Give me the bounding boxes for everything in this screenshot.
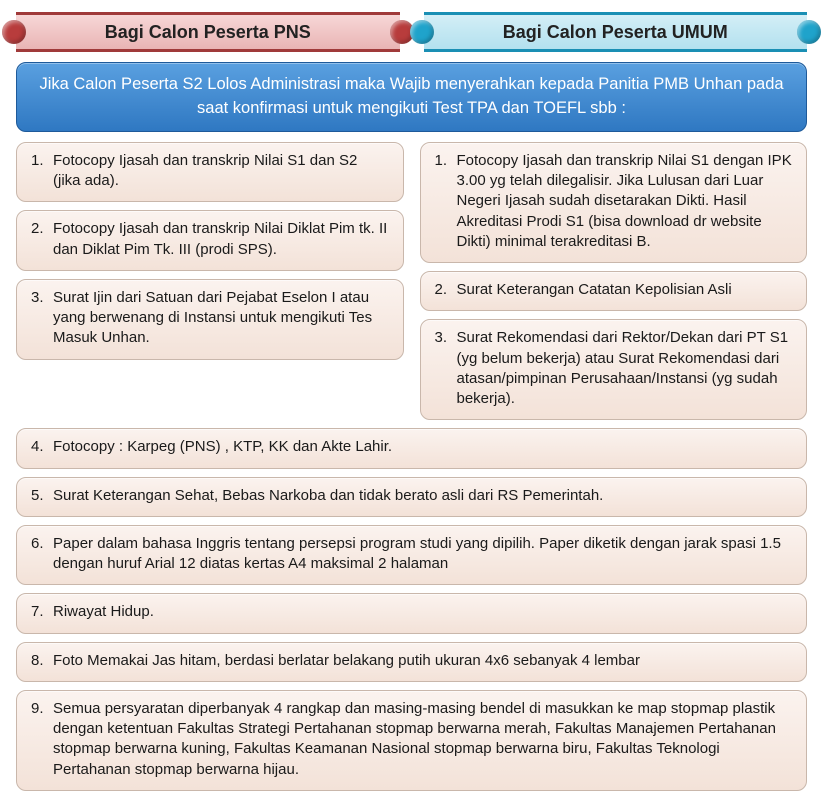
list-item: 7.Riwayat Hidup. bbox=[31, 602, 792, 622]
list-item: 2.Fotocopy Ijasah dan transkrip Nilai Di… bbox=[31, 219, 389, 260]
item-text: Paper dalam bahasa Inggris tentang perse… bbox=[53, 534, 792, 575]
col-umum: 1.Fotocopy Ijasah dan transkrip Nilai S1… bbox=[420, 142, 808, 421]
list-item: 3.Surat Rekomendasi dari Rektor/Dekan da… bbox=[435, 328, 793, 409]
list-item: 1.Fotocopy Ijasah dan transkrip Nilai S1… bbox=[435, 151, 793, 252]
item-number: 3. bbox=[31, 288, 53, 349]
list-box: 3.Surat Ijin dari Satuan dari Pejabat Es… bbox=[16, 279, 404, 360]
list-box: 7.Riwayat Hidup. bbox=[16, 593, 807, 633]
list-box: 5.Surat Keterangan Sehat, Bebas Narkoba … bbox=[16, 477, 807, 517]
header-umum: Bagi Calon Peserta UMUM bbox=[424, 12, 808, 52]
item-text: Fotocopy Ijasah dan transkrip Nilai S1 d… bbox=[457, 151, 793, 252]
intro-banner: Jika Calon Peserta S2 Lolos Administrasi… bbox=[16, 62, 807, 132]
item-text: Riwayat Hidup. bbox=[53, 602, 792, 622]
list-box: 9.Semua persyaratan diperbanyak 4 rangka… bbox=[16, 690, 807, 791]
item-number: 4. bbox=[31, 437, 53, 457]
item-text: Surat Keterangan Sehat, Bebas Narkoba da… bbox=[53, 486, 792, 506]
header-pns: Bagi Calon Peserta PNS bbox=[16, 12, 400, 52]
header-umum-label: Bagi Calon Peserta UMUM bbox=[503, 22, 728, 43]
list-box: 8.Foto Memakai Jas hitam, berdasi berlat… bbox=[16, 642, 807, 682]
item-text: Fotocopy : Karpeg (PNS) , KTP, KK dan Ak… bbox=[53, 437, 792, 457]
item-number: 8. bbox=[31, 651, 53, 671]
columns: 1.Fotocopy Ijasah dan transkrip Nilai S1… bbox=[16, 142, 807, 421]
item-number: 3. bbox=[435, 328, 457, 409]
item-text: Foto Memakai Jas hitam, berdasi berlatar… bbox=[53, 651, 792, 671]
list-item: 6.Paper dalam bahasa Inggris tentang per… bbox=[31, 534, 792, 575]
item-number: 7. bbox=[31, 602, 53, 622]
list-box: 2.Fotocopy Ijasah dan transkrip Nilai Di… bbox=[16, 210, 404, 271]
list-box: 1.Fotocopy Ijasah dan transkrip Nilai S1… bbox=[16, 142, 404, 203]
item-number: 2. bbox=[31, 219, 53, 260]
header-pns-label: Bagi Calon Peserta PNS bbox=[105, 22, 311, 43]
list-box: 6.Paper dalam bahasa Inggris tentang per… bbox=[16, 525, 807, 586]
list-item: 3.Surat Ijin dari Satuan dari Pejabat Es… bbox=[31, 288, 389, 349]
list-box: 2.Surat Keterangan Catatan Kepolisian As… bbox=[420, 271, 808, 311]
item-number: 9. bbox=[31, 699, 53, 780]
item-number: 5. bbox=[31, 486, 53, 506]
col-common: 4.Fotocopy : Karpeg (PNS) , KTP, KK dan … bbox=[16, 428, 807, 791]
list-item: 5.Surat Keterangan Sehat, Bebas Narkoba … bbox=[31, 486, 792, 506]
item-text: Surat Keterangan Catatan Kepolisian Asli bbox=[457, 280, 793, 300]
list-item: 2.Surat Keterangan Catatan Kepolisian As… bbox=[435, 280, 793, 300]
list-box: 3.Surat Rekomendasi dari Rektor/Dekan da… bbox=[420, 319, 808, 420]
item-text: Fotocopy Ijasah dan transkrip Nilai S1 d… bbox=[53, 151, 389, 192]
item-number: 6. bbox=[31, 534, 53, 575]
list-item: 9.Semua persyaratan diperbanyak 4 rangka… bbox=[31, 699, 792, 780]
list-box: 1.Fotocopy Ijasah dan transkrip Nilai S1… bbox=[420, 142, 808, 263]
item-text: Fotocopy Ijasah dan transkrip Nilai Dikl… bbox=[53, 219, 389, 260]
list-item: 8.Foto Memakai Jas hitam, berdasi berlat… bbox=[31, 651, 792, 671]
header-row: Bagi Calon Peserta PNS Bagi Calon Pesert… bbox=[16, 12, 807, 52]
list-item: 1.Fotocopy Ijasah dan transkrip Nilai S1… bbox=[31, 151, 389, 192]
item-number: 1. bbox=[31, 151, 53, 192]
list-box: 4.Fotocopy : Karpeg (PNS) , KTP, KK dan … bbox=[16, 428, 807, 468]
intro-text: Jika Calon Peserta S2 Lolos Administrasi… bbox=[39, 75, 783, 117]
item-number: 2. bbox=[435, 280, 457, 300]
item-number: 1. bbox=[435, 151, 457, 252]
item-text: Surat Ijin dari Satuan dari Pejabat Esel… bbox=[53, 288, 389, 349]
list-item: 4.Fotocopy : Karpeg (PNS) , KTP, KK dan … bbox=[31, 437, 792, 457]
item-text: Surat Rekomendasi dari Rektor/Dekan dari… bbox=[457, 328, 793, 409]
item-text: Semua persyaratan diperbanyak 4 rangkap … bbox=[53, 699, 792, 780]
col-pns: 1.Fotocopy Ijasah dan transkrip Nilai S1… bbox=[16, 142, 404, 421]
